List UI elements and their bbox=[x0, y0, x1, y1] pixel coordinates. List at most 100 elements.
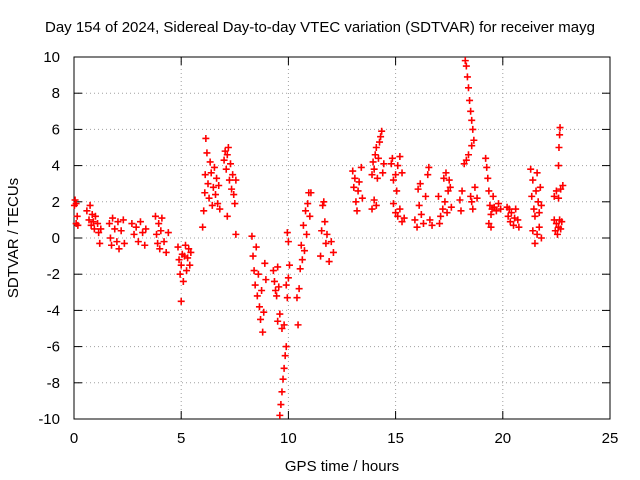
data-point bbox=[119, 216, 127, 224]
data-point bbox=[228, 185, 236, 193]
data-point bbox=[229, 171, 237, 179]
data-point bbox=[325, 258, 333, 266]
data-point bbox=[373, 174, 381, 182]
data-point bbox=[396, 153, 404, 161]
data-point bbox=[278, 325, 286, 332]
data-point bbox=[130, 230, 138, 238]
x-tick-label: 0 bbox=[70, 430, 78, 447]
data-point bbox=[200, 207, 208, 215]
data-point bbox=[224, 144, 232, 151]
data-point bbox=[300, 247, 308, 255]
data-point bbox=[537, 201, 545, 209]
x-tick-label: 25 bbox=[602, 430, 619, 447]
data-point bbox=[274, 317, 282, 325]
data-point bbox=[529, 227, 537, 235]
data-point bbox=[157, 227, 165, 235]
data-point bbox=[487, 223, 495, 231]
data-point bbox=[380, 160, 388, 168]
data-point bbox=[272, 286, 280, 294]
data-point bbox=[90, 225, 98, 233]
data-point bbox=[304, 200, 312, 208]
data-point bbox=[529, 176, 537, 184]
data-point bbox=[473, 194, 481, 202]
data-point bbox=[95, 229, 103, 237]
data-point bbox=[536, 183, 544, 191]
data-point bbox=[262, 276, 270, 284]
data-point bbox=[424, 171, 432, 179]
data-point bbox=[73, 212, 81, 220]
data-point bbox=[415, 201, 423, 209]
data-point bbox=[270, 277, 278, 285]
data-point bbox=[468, 198, 476, 206]
data-point bbox=[352, 198, 360, 206]
data-point bbox=[559, 182, 567, 190]
data-point bbox=[187, 248, 195, 256]
data-point bbox=[555, 162, 563, 170]
data-point bbox=[201, 171, 209, 179]
data-point bbox=[225, 176, 233, 184]
data-point bbox=[303, 230, 311, 238]
data-point bbox=[204, 180, 212, 188]
data-point bbox=[177, 261, 185, 269]
y-tick-labels: -10 -8 -6 -4 -2 0 2 4 6 8 10 bbox=[38, 49, 60, 428]
data-point bbox=[97, 225, 105, 233]
data-point bbox=[458, 187, 466, 195]
data-point bbox=[350, 183, 358, 191]
data-point bbox=[532, 187, 540, 195]
data-point bbox=[534, 198, 542, 206]
y-tick-label: -10 bbox=[38, 411, 60, 428]
data-point bbox=[317, 252, 325, 260]
data-point bbox=[369, 158, 377, 166]
data-point bbox=[417, 210, 425, 218]
data-point bbox=[372, 201, 380, 209]
data-point bbox=[117, 227, 125, 235]
data-point bbox=[485, 220, 493, 228]
data-point bbox=[462, 156, 470, 164]
data-point bbox=[209, 183, 217, 191]
y-tick-label: 8 bbox=[52, 85, 60, 102]
data-point bbox=[128, 220, 136, 228]
data-point bbox=[555, 144, 563, 151]
data-point bbox=[530, 205, 538, 213]
data-point bbox=[323, 230, 331, 238]
data-point bbox=[202, 134, 210, 142]
data-point bbox=[253, 292, 261, 300]
data-point bbox=[482, 154, 490, 162]
data-point bbox=[388, 154, 396, 162]
data-point bbox=[215, 182, 223, 190]
data-point bbox=[464, 151, 472, 159]
data-point bbox=[355, 178, 363, 186]
data-point bbox=[353, 207, 361, 215]
data-point bbox=[206, 158, 214, 166]
data-point bbox=[158, 214, 166, 222]
y-tick-label: -2 bbox=[47, 266, 60, 283]
data-point bbox=[471, 183, 479, 191]
y-tick-label: 10 bbox=[43, 49, 60, 66]
data-point bbox=[447, 203, 455, 211]
data-point bbox=[297, 241, 305, 249]
data-point bbox=[213, 174, 221, 182]
data-point bbox=[411, 216, 419, 224]
data-point bbox=[483, 163, 491, 171]
data-point bbox=[466, 96, 474, 104]
data-point bbox=[111, 225, 119, 233]
data-point bbox=[535, 223, 543, 231]
data-point bbox=[446, 183, 454, 191]
data-point bbox=[507, 209, 515, 217]
data-point bbox=[216, 205, 224, 213]
data-point bbox=[120, 239, 128, 247]
data-point bbox=[285, 261, 293, 269]
data-point bbox=[533, 230, 541, 238]
data-point bbox=[212, 191, 220, 199]
x-tick-labels: 0 5 10 15 20 25 bbox=[70, 430, 619, 447]
data-point bbox=[468, 116, 476, 124]
data-point bbox=[485, 187, 493, 195]
y-tick-label: -6 bbox=[47, 339, 60, 356]
data-point bbox=[113, 238, 121, 246]
data-point bbox=[185, 245, 193, 253]
data-point bbox=[277, 401, 285, 409]
data-point bbox=[487, 210, 495, 218]
data-point bbox=[436, 220, 444, 228]
data-point bbox=[486, 201, 494, 209]
